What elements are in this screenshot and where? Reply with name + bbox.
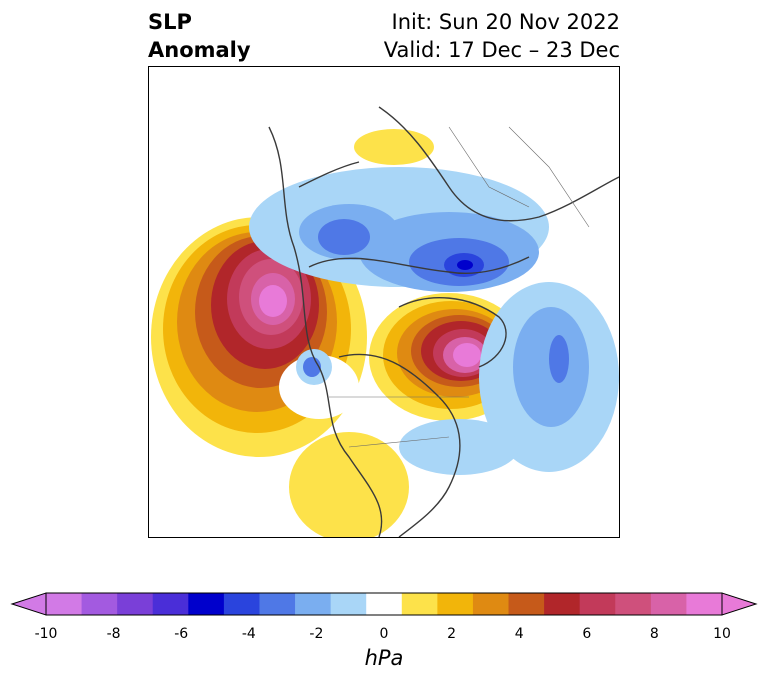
colorbar-segment	[544, 593, 581, 615]
arctic-low-anomaly	[249, 167, 549, 292]
colorbar-segment	[223, 593, 260, 615]
colorbar-tick-label: 4	[514, 626, 524, 642]
borders	[329, 126, 590, 448]
colorbar-over-arrow	[721, 592, 758, 616]
colorbar-segment	[366, 593, 403, 615]
colorbar-tick-label: -8	[106, 626, 121, 642]
scandinavia-high-anomaly	[354, 129, 434, 165]
colorbar-under-arrow	[10, 592, 47, 616]
map-panel	[148, 66, 620, 538]
init-date: Init: Sun 20 Nov 2022	[391, 10, 620, 34]
colorbar-segment	[152, 593, 189, 615]
colorbar-segment	[330, 593, 367, 615]
colorbar-tick-label: -2	[309, 626, 324, 642]
colorbar-segment	[508, 593, 545, 615]
colorbar-tick-label: -10	[34, 626, 58, 642]
colorbar-tick-label: 2	[447, 626, 457, 642]
colorbar-tick-label: 10	[713, 626, 731, 642]
colorbar-tick-label: -4	[241, 626, 256, 642]
colorbar-segment	[46, 593, 83, 615]
title-variable-type: Anomaly	[148, 38, 251, 62]
colorbar-tick-label: 8	[649, 626, 659, 642]
title-left: SLP Anomaly	[148, 8, 251, 64]
colorbar-segment	[579, 593, 616, 615]
colorbar-segment	[259, 593, 296, 615]
colorbar	[10, 592, 758, 616]
title-variable: SLP	[148, 10, 192, 34]
colorbar-segment	[81, 593, 118, 615]
anomaly-map	[151, 106, 619, 537]
coastlines	[268, 106, 619, 537]
colorbar-segment	[686, 593, 723, 615]
east-coast-low-anomaly	[399, 419, 519, 475]
valid-range: Valid: 17 Dec – 23 Dec	[383, 38, 620, 62]
colorbar-tick-label: -6	[174, 626, 189, 642]
colorbar-segment	[615, 593, 652, 615]
colorbar-segment	[650, 593, 687, 615]
title-right: Init: Sun 20 Nov 2022 Valid: 17 Dec – 23…	[384, 8, 620, 64]
colorbar-segment	[117, 593, 154, 615]
colorbar-unit-label: hPa	[364, 646, 404, 670]
colorbar-segment	[401, 593, 438, 615]
colorbar-segment	[188, 593, 225, 615]
atlantic-low-anomaly	[479, 282, 619, 472]
colorbar-frame	[45, 592, 723, 616]
colorbar-segment	[472, 593, 510, 615]
colorbar-segment	[295, 593, 332, 615]
us-southwest-high-anomaly	[289, 432, 409, 537]
colorbar-tick-label: 6	[582, 626, 592, 642]
alaska-low-anomaly	[296, 349, 332, 385]
colorbar-tick-label: 0	[379, 626, 389, 642]
colorbar-segment	[437, 593, 474, 615]
